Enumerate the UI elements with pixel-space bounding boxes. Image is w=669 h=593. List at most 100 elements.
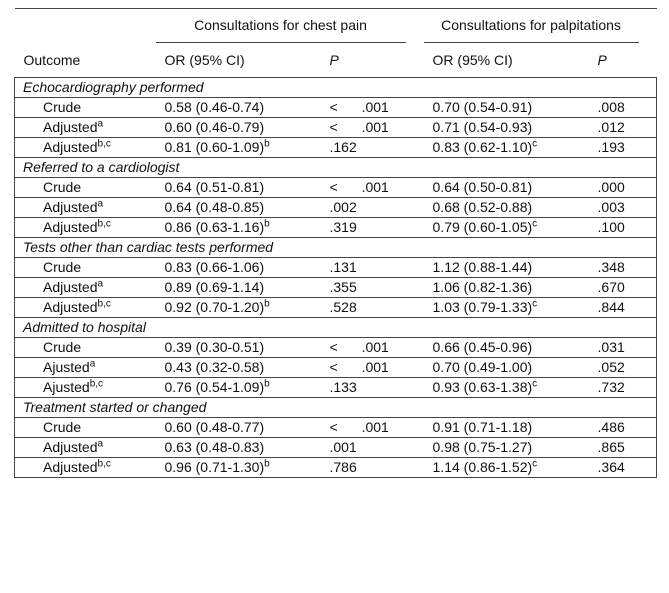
- odds-ratio-text: 0.70 (0.54-0.91): [432, 99, 533, 115]
- p-value-text: .319: [329, 219, 357, 235]
- odds-ratio: 0.96 (0.71-1.30)b: [156, 458, 321, 478]
- row-label: Adjustedb,c: [15, 138, 156, 158]
- p-value-text: < .001: [329, 119, 389, 135]
- odds-ratio-text: 0.60 (0.48-0.77): [164, 419, 265, 435]
- p-value-text: .012: [597, 119, 625, 135]
- footnote-mark: a: [97, 198, 104, 210]
- odds-ratio-text: 0.58 (0.46-0.74): [164, 99, 265, 115]
- odds-ratio-text: 0.76 (0.54-1.09): [164, 379, 265, 395]
- p-value-text: < .001: [329, 179, 389, 195]
- odds-ratio: 1.03 (0.79-1.33)c: [424, 298, 589, 318]
- data-row: Adjusteda 0.64 (0.48-0.85) .002 0.68 (0.52-…: [14, 197, 657, 218]
- group-heading: Consultations for palpitations: [423, 8, 657, 43]
- row-label: Adjusteda: [15, 278, 156, 298]
- p-value-text: .002: [329, 199, 357, 215]
- blank: [14, 8, 156, 43]
- p-value-text: .031: [597, 339, 625, 355]
- row-label-text: Adjusted: [43, 459, 98, 475]
- row-label: Ajusteda: [15, 358, 156, 378]
- p-value-text: < .001: [329, 359, 389, 375]
- p-value-text: .162: [329, 139, 357, 155]
- odds-ratio-text: 0.83 (0.66-1.06): [164, 259, 265, 275]
- p-value: < .001: [321, 338, 424, 358]
- row-label: Adjusteda: [15, 438, 156, 458]
- row-label-text: Adjusted: [43, 119, 98, 135]
- row-label: Crude: [15, 178, 156, 198]
- p-value: .000: [589, 178, 657, 198]
- p-value: .002: [321, 198, 424, 218]
- row-label-text: Adjusted: [43, 219, 98, 235]
- odds-ratio: 0.70 (0.49-1.00): [424, 358, 589, 378]
- p-value-text: .486: [597, 419, 625, 435]
- odds-ratio-text: 0.66 (0.45-0.96): [432, 339, 533, 355]
- footnote-mark: c: [532, 218, 538, 230]
- p-value: .732: [589, 378, 657, 398]
- footnote-mark: c: [532, 458, 538, 470]
- p-value: .031: [589, 338, 657, 358]
- odds-ratio-text: 0.79 (0.60-1.05): [432, 219, 533, 235]
- footnote-mark: b: [264, 138, 270, 150]
- p-value: .008: [589, 98, 657, 118]
- odds-ratio-text: 0.96 (0.71-1.30): [164, 459, 265, 475]
- odds-ratio: 0.60 (0.46-0.79): [156, 118, 321, 138]
- row-label-text: Crude: [43, 339, 82, 355]
- p-value: < .001: [321, 98, 424, 118]
- section-row: Tests other than cardiac tests performed: [14, 237, 657, 258]
- p-value-text: < .001: [329, 99, 389, 115]
- odds-ratio: 0.76 (0.54-1.09)b: [156, 378, 321, 398]
- row-label: Crude: [15, 338, 156, 358]
- p-value: .100: [589, 218, 657, 238]
- group-heading-text: Consultations for chest pain: [155, 9, 406, 43]
- p-value: < .001: [321, 118, 424, 138]
- odds-ratio: 0.79 (0.60-1.05)c: [424, 218, 589, 238]
- row-label-text: Adjusted: [43, 299, 98, 315]
- odds-ratio: 0.83 (0.62-1.10)c: [424, 138, 589, 158]
- row-label-text: Ajusted: [43, 359, 90, 375]
- odds-ratio: 1.12 (0.88-1.44): [424, 258, 589, 278]
- odds-ratio: 0.43 (0.32-0.58): [156, 358, 321, 378]
- odds-ratio: 0.63 (0.48-0.83): [156, 438, 321, 458]
- footnote-mark: c: [532, 378, 538, 390]
- row-label: Adjustedb,c: [15, 218, 156, 238]
- data-row: Adjustedb,c 0.96 (0.71-1.30)b .786 1.14 (0.…: [14, 457, 657, 478]
- section-title: Referred to a cardiologist: [23, 159, 180, 175]
- row-label-text: Adjusted: [43, 439, 98, 455]
- odds-ratio: 0.86 (0.63-1.16)b: [156, 218, 321, 238]
- odds-ratio-text: 0.64 (0.51-0.81): [164, 179, 265, 195]
- odds-ratio: 0.60 (0.48-0.77): [156, 418, 321, 438]
- data-row: Crude 0.58 (0.46-0.74) < .001 0.70 (0.54-0.…: [14, 97, 657, 118]
- odds-ratio: 0.39 (0.30-0.51): [156, 338, 321, 358]
- p-value: .865: [589, 438, 657, 458]
- footnote-mark: b,c: [97, 218, 111, 230]
- p-value: .001: [321, 438, 424, 458]
- odds-ratio: 0.98 (0.75-1.27): [424, 438, 589, 458]
- odds-ratio-text: 0.70 (0.49-1.00): [432, 359, 533, 375]
- p-value-text: .844: [597, 299, 625, 315]
- p-value-text: .001: [329, 439, 357, 455]
- footnote-mark: b: [264, 218, 270, 230]
- odds-ratio-text: 0.91 (0.71-1.18): [432, 419, 533, 435]
- odds-ratio-text: 1.06 (0.82-1.36): [432, 279, 533, 295]
- odds-ratio: 1.14 (0.86-1.52)c: [424, 458, 589, 478]
- odds-ratio-text: 1.14 (0.86-1.52): [432, 459, 533, 475]
- odds-ratio: 1.06 (0.82-1.36): [424, 278, 589, 298]
- p-value: .162: [321, 138, 424, 158]
- odds-ratio-text: 0.81 (0.60-1.09): [164, 139, 265, 155]
- p-value: .319: [321, 218, 424, 238]
- data-row: Adjustedb,c 0.81 (0.60-1.09)b .162 0.83 (0.…: [14, 137, 657, 158]
- section-row: Referred to a cardiologist: [14, 157, 657, 178]
- p-value-text: .786: [329, 459, 357, 475]
- footnote-mark: c: [532, 298, 538, 310]
- column-heading: OR (95% CI): [423, 43, 589, 78]
- section-row: Admitted to hospital: [14, 317, 657, 338]
- data-row: Adjusteda 0.89 (0.69-1.14) .355 1.06 (0.82-…: [14, 277, 657, 298]
- column-heading: Outcome: [14, 43, 156, 78]
- odds-ratio: 0.81 (0.60-1.09)b: [156, 138, 321, 158]
- section-row: Treatment started or changed: [14, 397, 657, 418]
- p-value-text: .193: [597, 139, 625, 155]
- row-label: Crude: [15, 98, 156, 118]
- section-title: Tests other than cardiac tests performed: [23, 239, 274, 255]
- p-value-text: < .001: [329, 339, 389, 355]
- data-row: Crude 0.60 (0.48-0.77) < .001 0.91 (0.71-1.…: [14, 417, 657, 438]
- column-heading: P: [320, 43, 424, 78]
